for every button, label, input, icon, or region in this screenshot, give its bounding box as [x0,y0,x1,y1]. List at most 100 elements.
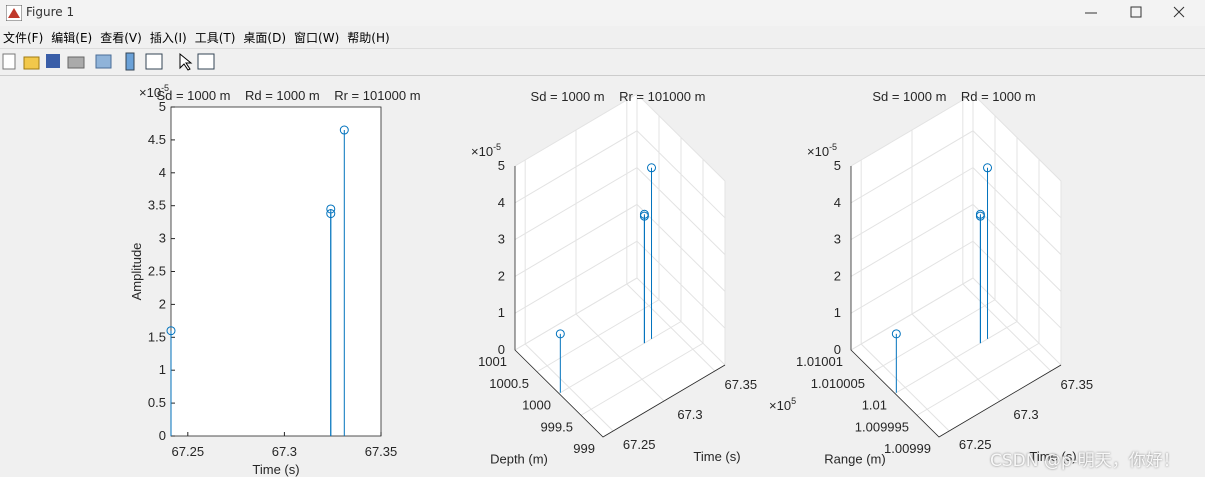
stem-marker [891,329,901,339]
stem [983,163,993,339]
grid-line [514,203,726,292]
z-tick-label: 2 [834,268,841,283]
x-tick-label: 67.25 [959,437,992,452]
y-axis-label: Range (m) [824,452,885,467]
chart-title: Sd = 1000 m Rr = 101000 m [531,89,706,104]
y-tick-label: 0.5 [148,395,166,410]
axis-line [514,166,726,438]
z-tick-label: 0 [498,342,505,357]
y-tick-label: 4.5 [148,132,166,147]
stem [166,326,176,436]
x-tick-label: 67.35 [725,377,758,392]
pointer-icon[interactable] [179,52,193,71]
x-axis-label: Time (s) [693,449,740,464]
z-tick-label: 4 [834,195,841,210]
save-icon[interactable] [46,54,60,68]
exponent-label: ×105 [769,396,796,413]
stem [975,211,985,344]
y-tick-label: 2 [159,296,166,311]
y-tick-label: 1 [159,362,166,377]
stem [326,209,336,436]
y-axis-label: Amplitude [129,243,144,301]
exponent-label: ×10-5 [807,142,837,159]
z-tick-label: 3 [498,232,505,247]
toolbar-icons[interactable] [0,49,230,75]
x-tick-label: 67.3 [1013,407,1038,422]
y-tick-label: 1.00999 [884,441,931,456]
y-tick-label: 999.5 [540,419,573,434]
grid-line [850,277,1062,366]
exponent-power: -5 [161,83,169,93]
stem [891,329,901,393]
stem-marker [339,125,349,135]
exponent-base: ×10 [139,85,161,100]
x-tick-label: 67.35 [1061,377,1094,392]
x-tick-label: 67.25 [172,444,205,459]
menu-bar: 文件(F) 编辑(E) 查看(V) 插入(I) 工具(T) 桌面(D) 窗口(W) 帮助(H) [0,27,1205,47]
exponent-base: ×10 [769,398,791,413]
exponent-base: ×10 [471,144,493,159]
y-tick-label: 1.01 [862,398,887,413]
link-icon[interactable] [95,54,112,69]
chart-title: Sd = 1000 m Rd = 1000 m [872,89,1035,104]
open-icon[interactable] [23,56,40,70]
z-tick-label: 2 [498,268,505,283]
close[interactable] [1173,6,1185,18]
menu-item[interactable]: 窗口(W) [294,31,340,45]
z-tick-label: 4 [498,195,505,210]
new-icon[interactable] [2,53,16,70]
window-controls[interactable] [1075,0,1205,26]
y-tick-label: 1.5 [148,329,166,344]
y-tick-label: 4 [159,165,166,180]
property-icon[interactable] [197,53,215,70]
grid-line [514,93,726,182]
plot-area [170,106,382,437]
y-tick-label: 5 [159,99,166,114]
menu-item[interactable]: 插入(I) [149,31,187,45]
menu-item[interactable]: 编辑(E) [51,31,93,45]
x-tick-label: 67.3 [272,444,297,459]
chart-title: Sd = 1000 m Rd = 1000 m Rr = 101000 m [156,88,420,103]
exponent-power: 5 [791,396,796,406]
stem-marker [326,204,336,214]
y-tick-label: 1000.5 [489,376,529,391]
maximize[interactable] [1130,6,1142,18]
menu-item[interactable]: 帮助(H) [347,31,390,45]
grid-line [850,130,1062,219]
menu-item[interactable]: 桌面(D) [243,31,287,45]
stem-marker [647,163,657,173]
grid-line [850,93,1062,182]
legend-icon[interactable] [145,53,163,70]
x-tick-label: 67.35 [365,444,398,459]
y-tick-label: 1000 [522,398,551,413]
grid-line [514,130,726,219]
menu-item[interactable]: 文件(F) [3,31,44,45]
y-tick-label: 3 [159,231,166,246]
z-tick-label: 3 [834,232,841,247]
print-icon[interactable] [67,56,85,69]
y-tick-label: 1.01001 [796,354,843,369]
colorbar-icon[interactable] [125,52,135,71]
menu-item[interactable]: 工具(T) [194,31,236,45]
stem-marker [983,163,993,173]
grid-line [850,240,1062,329]
y-tick-label: 1.009995 [855,419,909,434]
toolbar [0,48,1205,76]
stem-marker [326,209,336,219]
exponent-power: -5 [493,142,501,152]
menu-item[interactable]: 查看(V) [100,31,142,45]
z-tick-label: 1 [834,305,841,320]
x-tick-label: 67.25 [623,437,656,452]
x-axis-label: Time (s) [252,462,299,477]
axis-line [850,166,1062,438]
z-tick-label: 5 [498,158,505,173]
app-icon [6,5,22,21]
stem-marker [639,211,649,221]
stem [639,211,649,344]
watermark: CSDN @p-明天，你好！ [990,451,1180,471]
exponent-label: ×10-5 [471,142,501,159]
exponent-label: ×10-5 [139,83,169,100]
window-title: Figure 1 [26,5,75,19]
